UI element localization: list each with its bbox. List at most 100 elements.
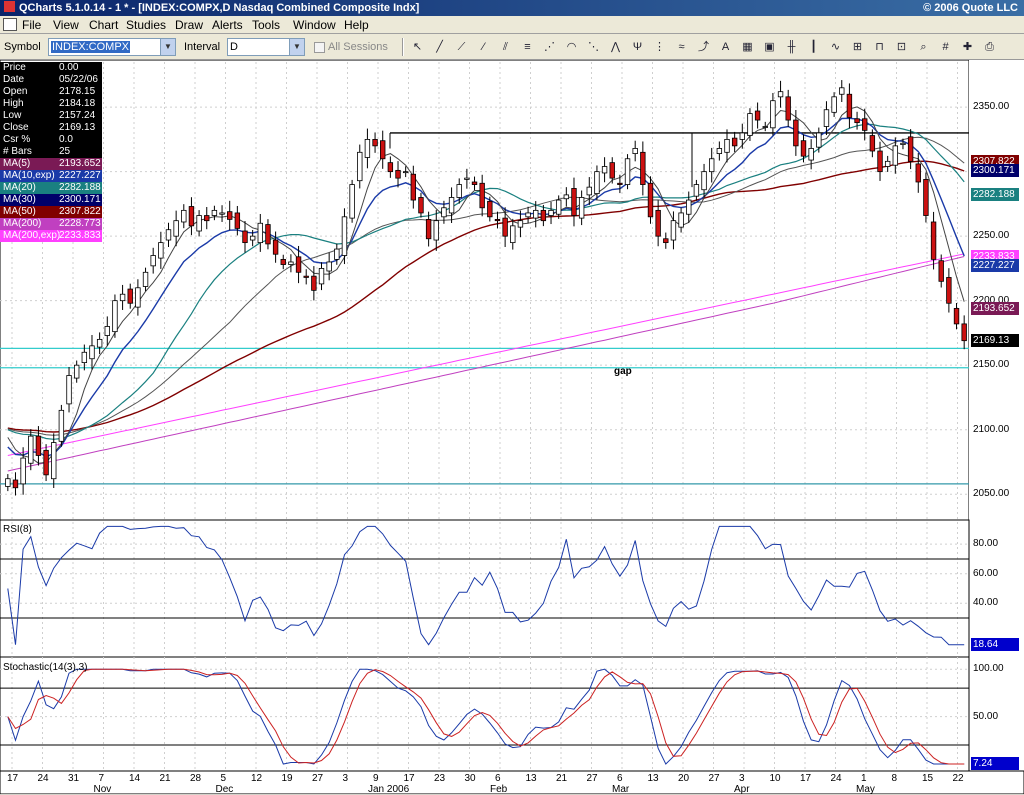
- interval-select[interactable]: D ▼: [227, 38, 305, 56]
- fib-retracement-icon[interactable]: ≡: [524, 41, 531, 53]
- menu-window[interactable]: Window: [293, 18, 336, 32]
- menu-bar: File View Chart Studies Draw Alerts Tool…: [0, 16, 1024, 34]
- chart-canvas[interactable]: [0, 60, 1024, 794]
- candle: [471, 181, 478, 185]
- menu-view[interactable]: View: [53, 18, 79, 32]
- stoch-title: Stochastic(14(3),3): [3, 662, 88, 673]
- ray-icon[interactable]: ⟋: [457, 41, 466, 53]
- info-row: MA(5) 2193.652: [0, 158, 102, 170]
- info-row: Date 05/22/06: [0, 74, 102, 86]
- menu-chart[interactable]: Chart: [89, 18, 119, 32]
- zoom-icon[interactable]: ⌕: [920, 41, 927, 53]
- symbol-value: INDEX:COMPX: [51, 41, 131, 53]
- all-sessions-checkbox[interactable]: [314, 42, 325, 53]
- candle: [716, 148, 723, 155]
- chart-type-icon[interactable]: ▦: [742, 41, 753, 53]
- price-axis-panel: [969, 60, 1024, 771]
- app-icon: [4, 1, 15, 12]
- chevron-down-icon[interactable]: ▼: [160, 39, 175, 55]
- data-window: Price 0.00 Date 05/22/06 Open 2178.15 High 2184…: [0, 62, 102, 242]
- menu-draw[interactable]: Draw: [175, 18, 204, 32]
- menu-file[interactable]: File: [22, 18, 42, 32]
- candle: [731, 137, 738, 147]
- candle: [448, 197, 455, 214]
- window-title: QCharts 5.1.0.14 - 1 * - [INDEX:COMPX,D …: [19, 2, 420, 14]
- candle: [785, 96, 791, 121]
- fib-arc-icon[interactable]: ◠: [566, 41, 577, 53]
- extended-line-icon[interactable]: ⁄: [482, 41, 485, 53]
- print-icon[interactable]: ⎙: [985, 41, 994, 53]
- log-scale-icon[interactable]: ⊡: [896, 41, 907, 53]
- cycle-line-icon[interactable]: ⋮: [654, 41, 665, 53]
- month-axis-label: Nov: [93, 784, 112, 795]
- candle: [624, 158, 631, 185]
- date-axis-tick: 24: [830, 773, 842, 784]
- grid-icon[interactable]: #: [942, 41, 949, 53]
- info-label: MA(5): [3, 158, 31, 169]
- info-label: MA(200): [3, 218, 42, 229]
- candle: [12, 479, 19, 489]
- candle: [555, 199, 562, 215]
- trend-icon[interactable]: ⤴: [698, 41, 709, 53]
- toolbar: Symbol INDEX:COMPX ▼ Interval D ▼ All Se…: [0, 34, 1024, 60]
- kagi-icon[interactable]: ⊓: [875, 41, 884, 53]
- candle: [816, 132, 822, 148]
- candle: [395, 169, 401, 179]
- date-axis-tick: 27: [708, 773, 720, 784]
- rsi-title: RSI(8): [3, 524, 32, 535]
- info-label: MA(10,exp): [3, 170, 55, 181]
- symbol-input[interactable]: INDEX:COMPX ▼: [48, 38, 176, 56]
- candle: [280, 258, 286, 265]
- speed-line-icon[interactable]: ⋀: [610, 41, 621, 53]
- toolbar-separator: [402, 38, 404, 56]
- month-axis-label: May: [856, 784, 875, 795]
- info-value: 2169.13: [59, 122, 96, 133]
- candle: [456, 184, 462, 198]
- date-axis-tick: 23: [434, 773, 446, 784]
- price-tag: 2282.188: [971, 187, 1019, 201]
- menu-help[interactable]: Help: [344, 18, 369, 32]
- info-row: Open 2178.15: [0, 86, 102, 98]
- candle: [272, 239, 279, 255]
- stoch-axis-tick: 50.00: [973, 710, 999, 722]
- candle: [43, 449, 49, 476]
- candle: [777, 91, 784, 98]
- candle: [808, 148, 814, 161]
- candle-style-icon[interactable]: ┃: [810, 41, 817, 53]
- text-icon[interactable]: A: [721, 41, 730, 53]
- line-style-icon[interactable]: ∿: [830, 41, 841, 53]
- candle: [288, 261, 294, 265]
- date-axis-tick: 28: [190, 773, 202, 784]
- month-axis-label: Apr: [734, 784, 750, 795]
- chevron-down-icon[interactable]: ▼: [289, 39, 304, 55]
- candle: [923, 179, 929, 216]
- date-axis-tick: 17: [403, 773, 415, 784]
- rsi-axis-tick: 80.00: [973, 538, 999, 550]
- chart-properties-icon[interactable]: ▣: [764, 41, 775, 53]
- candle: [249, 235, 256, 241]
- menu-alerts[interactable]: Alerts: [212, 18, 243, 32]
- crosshair-icon[interactable]: ✚: [962, 41, 973, 53]
- bar-style-icon[interactable]: ╫: [787, 41, 796, 53]
- candle: [915, 163, 921, 183]
- point-figure-icon[interactable]: ⊞: [852, 41, 863, 53]
- document-icon[interactable]: [3, 18, 17, 31]
- channel-icon[interactable]: ⫽: [503, 41, 508, 53]
- info-row: MA(10,exp) 2227.227: [0, 170, 102, 182]
- info-value: 2178.15: [59, 86, 96, 97]
- candle: [20, 457, 26, 485]
- andrews-pitchfork-icon[interactable]: Ψ: [632, 41, 643, 53]
- candle: [410, 173, 417, 201]
- fib-fan-icon[interactable]: ⋰: [544, 41, 555, 53]
- candle: [900, 142, 906, 145]
- date-axis-tick: 7: [98, 773, 105, 784]
- pointer-icon[interactable]: ↖: [412, 41, 423, 53]
- line-icon[interactable]: ╱: [436, 41, 443, 53]
- chart-area[interactable]: [0, 60, 1024, 794]
- menu-studies[interactable]: Studies: [126, 18, 167, 32]
- candle: [66, 375, 72, 405]
- gann-fan-icon[interactable]: ⋱: [588, 41, 599, 53]
- menu-tools[interactable]: Tools: [252, 18, 281, 32]
- regression-icon[interactable]: ≈: [678, 41, 685, 53]
- info-label: MA(30): [3, 194, 36, 205]
